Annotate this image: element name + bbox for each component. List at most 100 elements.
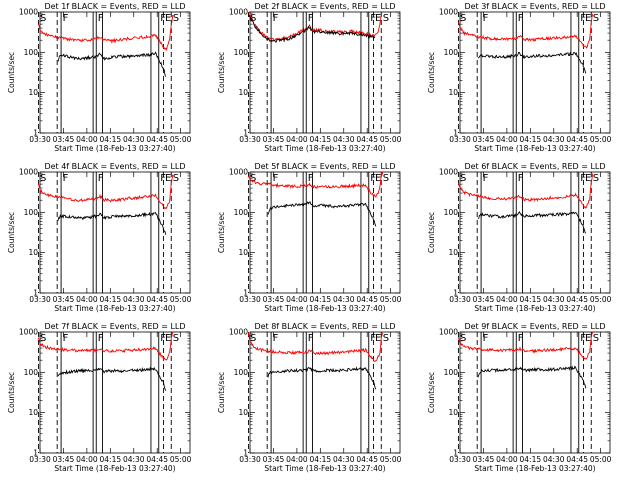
y-axis-label: Counts/sec	[427, 212, 436, 253]
y-axis-label: Counts/sec	[217, 372, 226, 413]
plot-frame	[459, 171, 611, 294]
x-axis-label: Start Time (18-Feb-13 03:27:40)	[264, 144, 385, 153]
plot-frame	[249, 11, 401, 134]
x-tick-label: 04:00	[496, 135, 518, 144]
x-tick-label: 03:30	[29, 295, 51, 304]
x-axis-label: Start Time (18-Feb-13 03:27:40)	[264, 304, 385, 313]
x-tick-label: 05:00	[590, 135, 612, 144]
x-tick-label: 03:30	[29, 135, 51, 144]
x-tick-label: 05:00	[380, 295, 402, 304]
panel-2: Det 2f BLACK = Events, RED = LLD 1 10 100 10…	[217, 2, 402, 153]
marker-label: E	[165, 13, 171, 24]
panel-title: Det 2f BLACK = Events, RED = LLD	[254, 2, 395, 11]
marker-label: F	[98, 333, 104, 344]
marker-label: E	[375, 333, 381, 344]
y-tick-label: 1000	[229, 8, 248, 17]
events-series-line	[57, 51, 167, 77]
panel-title: Det 3f BLACK = Events, RED = LLD	[464, 2, 605, 11]
y-tick-label: 1	[453, 129, 458, 138]
x-tick-label: 03:45	[473, 135, 495, 144]
x-tick-label: 03:30	[239, 135, 261, 144]
x-tick-label: 04:45	[356, 295, 378, 304]
x-tick-label: 04:15	[520, 455, 542, 464]
x-tick-label: 05:00	[590, 295, 612, 304]
x-axis-label: Start Time (18-Feb-13 03:27:40)	[264, 464, 385, 473]
y-tick-label: 100	[444, 368, 459, 377]
y-tick-label: 1000	[439, 8, 458, 17]
x-tick-label: 03:45	[263, 135, 285, 144]
panel-5: Det 5f BLACK = Events, RED = LLD 1 10 100 10…	[217, 162, 402, 313]
x-tick-label: 04:45	[146, 135, 168, 144]
panel-3: Det 3f BLACK = Events, RED = LLD 1 10 100 10…	[427, 2, 612, 153]
panel-7: Det 7f BLACK = Events, RED = LLD 1 10 100 10…	[7, 322, 192, 473]
x-tick-label: 04:00	[76, 455, 98, 464]
marker-label: S	[173, 333, 179, 344]
lld-series-line	[457, 173, 594, 209]
marker-label: E	[375, 13, 381, 24]
y-tick-label: 1	[33, 129, 38, 138]
x-tick-label: 03:30	[239, 295, 261, 304]
x-tick-label: 03:45	[473, 455, 495, 464]
events-series-line	[477, 365, 587, 389]
x-tick-label: 04:15	[100, 295, 122, 304]
x-tick-label: 03:45	[53, 455, 75, 464]
y-tick-label: 1000	[19, 328, 38, 337]
y-tick-label: 100	[234, 368, 249, 377]
y-axis-label: Counts/sec	[427, 372, 436, 413]
plot-frame	[39, 11, 191, 134]
lld-series-line	[457, 331, 594, 360]
x-tick-label: 04:30	[333, 455, 355, 464]
x-tick-label: 04:00	[76, 295, 98, 304]
panel-8: Det 8f BLACK = Events, RED = LLD 1 10 100 10…	[217, 322, 402, 473]
x-tick-label: 04:30	[543, 135, 565, 144]
x-tick-label: 03:45	[263, 295, 285, 304]
marker-label: F	[308, 173, 314, 184]
x-tick-label: 04:45	[146, 295, 168, 304]
y-axis-label: Counts/sec	[7, 212, 16, 253]
x-tick-label: 05:00	[170, 295, 192, 304]
x-tick-label: 03:30	[29, 455, 51, 464]
x-tick-label: 04:15	[520, 135, 542, 144]
y-axis-label: Counts/sec	[427, 52, 436, 93]
marker-label: F	[483, 13, 489, 24]
y-tick-label: 10	[28, 88, 38, 97]
y-axis-label: Counts/sec	[7, 372, 16, 413]
y-tick-label: 10	[238, 248, 248, 257]
marker-label: F	[273, 173, 279, 184]
panel-9: Det 9f BLACK = Events, RED = LLD 1 10 100 10…	[427, 322, 612, 473]
x-tick-label: 04:45	[566, 295, 588, 304]
marker-label: F	[160, 13, 166, 24]
marker-label: S	[173, 13, 179, 24]
x-axis-label: Start Time (18-Feb-13 03:27:40)	[54, 464, 175, 473]
marker-label: F	[580, 173, 586, 184]
x-tick-label: 03:30	[239, 455, 261, 464]
x-tick-label: 04:15	[310, 295, 332, 304]
y-tick-label: 1	[33, 449, 38, 458]
marker-label: E	[585, 173, 591, 184]
events-series-line	[247, 13, 375, 43]
y-tick-label: 1000	[19, 8, 38, 17]
lld-series-line	[37, 332, 174, 362]
marker-label: E	[165, 173, 171, 184]
marker-label: F	[483, 173, 489, 184]
y-tick-label: 100	[234, 208, 249, 217]
marker-label: S	[460, 173, 466, 184]
y-tick-label: 1000	[439, 168, 458, 177]
marker-label: F	[63, 13, 69, 24]
y-tick-label: 1	[33, 289, 38, 298]
x-tick-label: 05:00	[170, 135, 192, 144]
panel-title: Det 8f BLACK = Events, RED = LLD	[254, 322, 395, 331]
marker-label: S	[250, 333, 256, 344]
x-tick-label: 04:45	[146, 455, 168, 464]
x-tick-label: 04:15	[310, 135, 332, 144]
y-tick-label: 1000	[229, 168, 248, 177]
panel-title: Det 1f BLACK = Events, RED = LLD	[44, 2, 185, 11]
y-tick-label: 100	[24, 208, 39, 217]
x-axis-label: Start Time (18-Feb-13 03:27:40)	[474, 144, 595, 153]
x-tick-label: 04:45	[566, 135, 588, 144]
y-tick-label: 100	[24, 48, 39, 57]
x-tick-label: 04:15	[100, 455, 122, 464]
marker-label: F	[483, 333, 489, 344]
marker-label: S	[40, 173, 46, 184]
